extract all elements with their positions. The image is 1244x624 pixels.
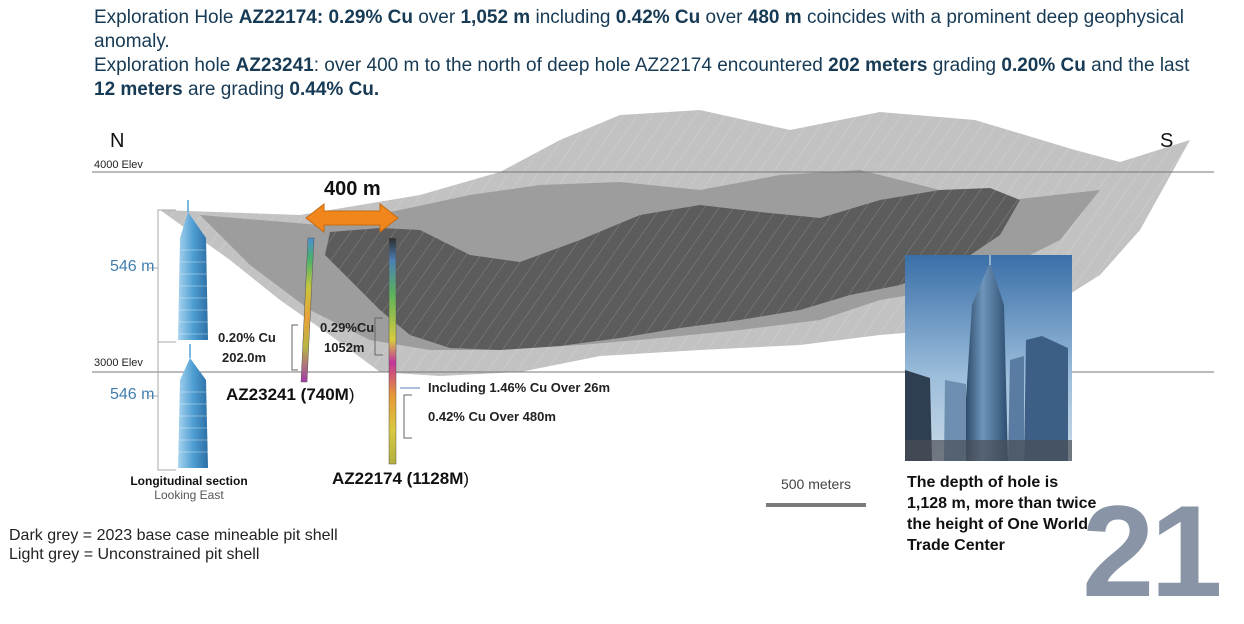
hdr2-segment-3: 202 meters — [828, 55, 928, 76]
one-world-trade-center-photo — [905, 255, 1072, 461]
distance-label: 400 m — [324, 178, 381, 200]
page-number: 21 — [1082, 478, 1223, 624]
hdr1-segment-1: AZ22174: 0.29% Cu — [238, 7, 413, 28]
legend-dark-grey: Dark grey = 2023 base case mineable pit … — [9, 527, 338, 544]
az23241-length-label: 202.0m — [222, 350, 267, 365]
hdr1-segment-0: Exploration Hole — [94, 7, 239, 28]
drill-hole-az23241 — [300, 237, 315, 383]
hdr1-segment-4: including — [530, 7, 616, 28]
hdr1-segment-6: over — [700, 7, 748, 28]
tower-upper — [178, 200, 208, 340]
grade-bracket-az22174 — [374, 317, 383, 356]
drill-hole-az22174 — [388, 237, 397, 465]
hdr1-segment-7: 480 m — [747, 7, 802, 28]
section-caption: Longitudinal section Looking East — [124, 474, 254, 502]
elevation-bottom-label: 3000 Elev — [94, 357, 143, 369]
az23241-name-label: AZ23241 (740M) — [226, 385, 355, 404]
header-text: Exploration Hole AZ22174: 0.29% Cu over … — [94, 6, 1214, 102]
hdr2-segment-4: grading — [927, 55, 1002, 76]
elevation-top-label: 4000 Elev — [94, 159, 143, 171]
az22174-name-label: AZ22174 (1128M) — [332, 469, 470, 488]
hdr1-segment-3: 1,052 m — [460, 7, 531, 28]
hdr2-segment-2: : over 400 m to the north of deep hole A… — [313, 55, 829, 76]
section-caption-subtitle: Looking East — [154, 488, 224, 502]
az22174-length-label: 1052m — [324, 340, 365, 355]
south-label: S — [1160, 130, 1174, 152]
cross-section-diagram — [92, 110, 1214, 471]
height-upper-label: 546 m — [110, 258, 155, 275]
az23241-grade-label: 0.20% Cu — [218, 330, 276, 345]
hdr1-segment-2: over — [412, 7, 461, 28]
hdr1-segment-5: 0.42% Cu — [615, 7, 701, 28]
hdr2-segment-5: 0.20% Cu — [1001, 55, 1086, 76]
height-bracket-lower — [157, 341, 176, 471]
height-lower-label: 546 m — [110, 386, 155, 403]
section-caption-title: Longitudinal section — [130, 474, 248, 488]
scale-bar: 500 meters — [766, 476, 866, 507]
including-interval-label: Including 1.46% Cu Over 26m — [428, 380, 611, 395]
header-line-2: Exploration hole AZ23241: over 400 m to … — [94, 54, 1214, 102]
north-label: N — [110, 130, 125, 152]
height-bracket-upper — [157, 209, 176, 343]
distance-arrow — [305, 202, 399, 234]
hdr2-segment-1: AZ23241 — [235, 55, 314, 76]
scale-bar-label: 500 meters — [780, 476, 852, 492]
hdr2-segment-9: 0.44% Cu. — [289, 79, 380, 100]
hdr2-segment-6: and the last — [1085, 55, 1190, 76]
hdr1-segment-8: coincides with a prominent deep geophysi… — [94, 7, 1185, 52]
legend-light-grey: Light grey = Unconstrained pit shell — [9, 546, 260, 563]
hdr2-segment-0: Exploration hole — [94, 55, 236, 76]
legend: Dark grey = 2023 base case mineable pit … — [9, 526, 338, 564]
scale-bar-line — [766, 503, 866, 507]
hdr2-segment-7: 12 meters — [94, 79, 183, 100]
grade-bracket-az23241 — [291, 324, 298, 371]
header-line-1: Exploration Hole AZ22174: 0.29% Cu over … — [94, 6, 1214, 54]
photo-caption: The depth of hole is 1,128 m, more than … — [907, 474, 1097, 554]
main-interval-label: 0.42% Cu Over 480m — [428, 409, 556, 424]
az22174-grade-label: 0.29%Cu — [320, 320, 375, 335]
tower-lower — [178, 344, 208, 468]
hdr2-segment-8: are grading — [182, 79, 290, 100]
